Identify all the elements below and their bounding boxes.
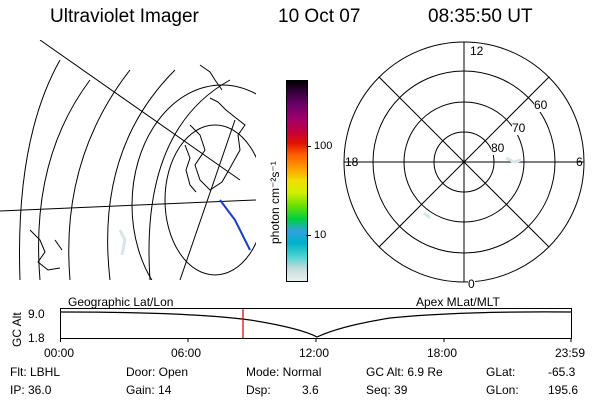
footer-mode: Mode: Normal [246,365,322,379]
polar-plot [343,41,585,283]
color-bar [286,80,308,282]
time-label: 08:35:50 UT [428,6,533,27]
timeline-y-axis-label: GC Alt [10,312,24,347]
polar-label-0: 0 [468,277,475,291]
timeline-right-label: Apex MLat/MLT [416,295,500,309]
timeline-x-tick-1800: 18:00 [427,346,458,360]
timeline-x-tick-0600: 06:00 [171,346,202,360]
timeline-x-tick-1200: 12:00 [299,346,330,360]
app-title: Ultraviolet Imager [50,6,199,27]
timeline-y-tick-high: 9.0 [28,307,45,321]
colorbar-tick-100: 100 [314,140,333,152]
timeline-x-tick-2359: 23:59 [555,346,586,360]
footer-glat-value: -65.3 [548,365,576,379]
geographic-map [0,40,256,280]
timeline-left-label: Geographic Lat/Lon [68,295,174,309]
timeline-y-tick-low: 1.8 [28,331,45,345]
polar-label-18: 18 [345,155,359,169]
polar-label-60: 60 [534,98,548,112]
date-label: 10 Oct 07 [278,6,361,27]
polar-label-70: 70 [512,121,526,135]
footer-gain: Gain: 14 [126,383,172,397]
footer-glon-label: GLon: [486,383,519,397]
footer-filter: Flt: LBHL [10,365,61,379]
footer-glat-label: GLat: [486,365,516,379]
footer-dsp-label: Dsp: [246,383,271,397]
footer-door: Door: Open [126,365,189,379]
colorbar-tick-10: 10 [314,229,327,241]
footer-glon-value: 195.6 [548,383,579,397]
timeline-x-tick-0000: 00:00 [44,346,75,360]
footer-seq: Seq: 39 [366,383,408,397]
colorbar-unit-label: photon cm⁻²s⁻¹ [268,161,282,244]
altitude-timeline [60,308,572,342]
footer-ip: IP: 36.0 [10,383,52,397]
footer-gc-alt: GC Alt: 6.9 Re [366,365,443,379]
footer-dsp-value: 3.6 [302,383,319,397]
polar-label-80: 80 [491,141,505,155]
polar-label-12: 12 [470,44,484,58]
polar-label-6: 6 [576,155,583,169]
